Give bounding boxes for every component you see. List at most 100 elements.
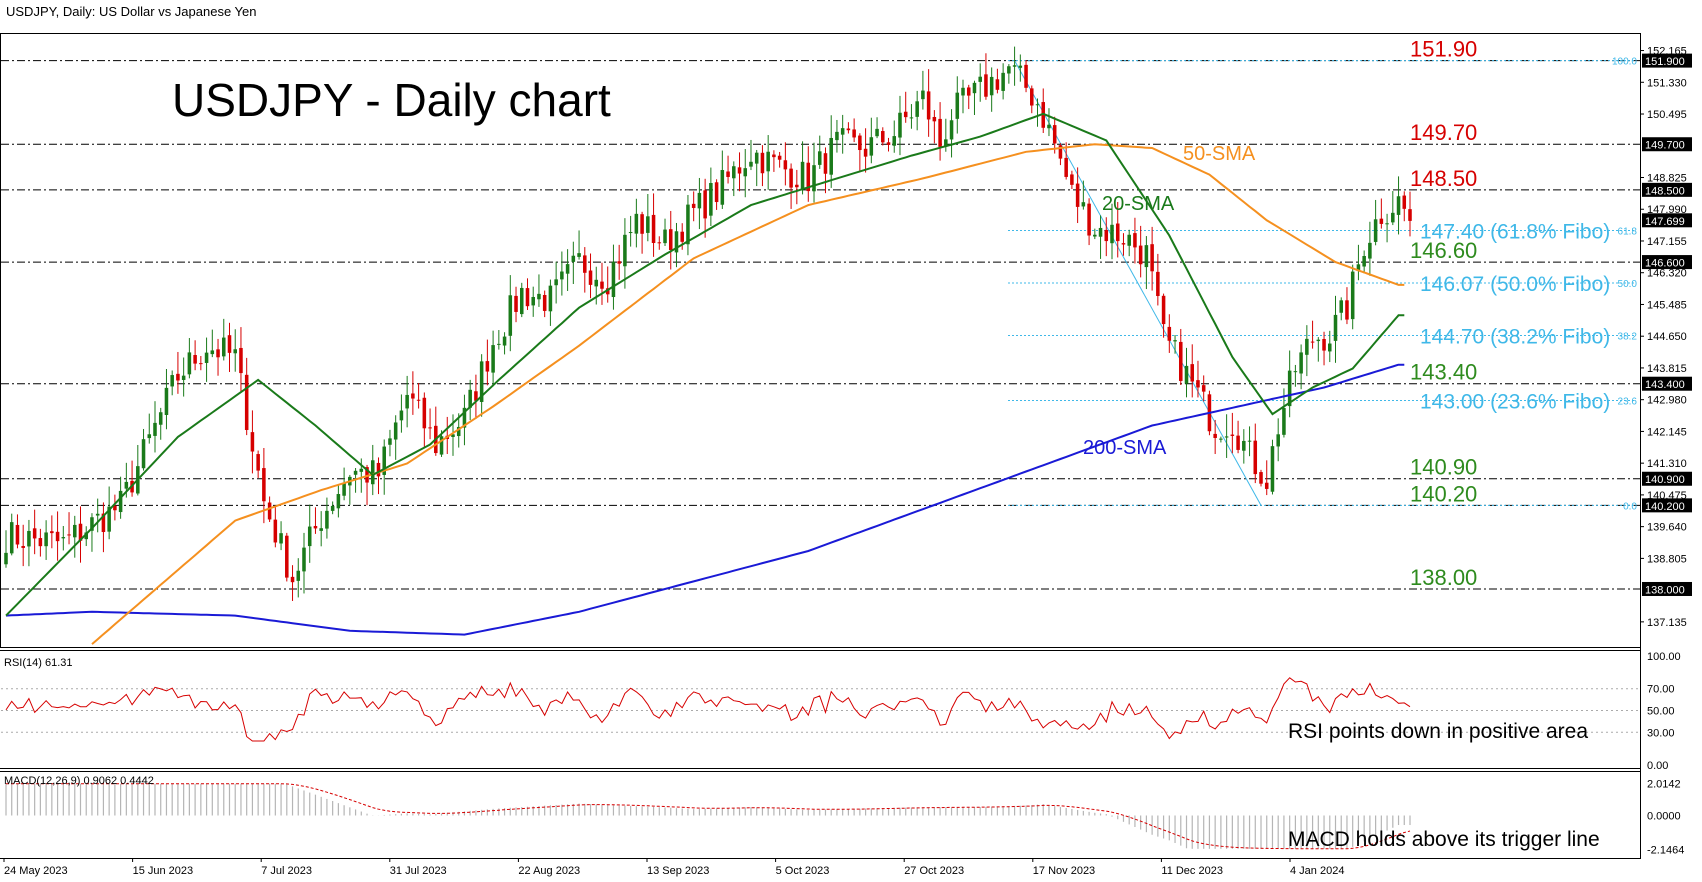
candle-body: [1156, 271, 1160, 297]
candle-body: [313, 525, 318, 529]
candle-body: [38, 538, 43, 547]
price-tick-label: 148.825: [1647, 172, 1687, 184]
candle-body: [193, 355, 197, 364]
candle-body: [737, 167, 742, 174]
candle-body: [1173, 340, 1177, 342]
fibo-tag: 50.0: [1618, 279, 1638, 290]
chart-title: USDJPY - Daily chart: [172, 74, 611, 126]
level-label: 143.40: [1410, 360, 1477, 385]
price-tick-label: 143.815: [1647, 363, 1687, 375]
candle-body: [657, 242, 662, 244]
macd-panel: 2.0142 0.0000 -2.1464 MACD(12,26,9) 0.9062 …: [4, 775, 1684, 857]
time-axis-labels: 24 May 2023 15 Jun 2023 7 Jul 2023 31 Jul 2…: [3, 858, 1344, 877]
candle-body: [989, 76, 994, 96]
fibonacci-levels: 100.0 61.8 147.40 (61.8% Fibo) 50.0 146.07 (…: [1008, 57, 1638, 512]
macd-tick-label: 0.0000: [1647, 811, 1681, 823]
candle-body: [938, 118, 942, 147]
level-label: 151.90: [1410, 37, 1477, 62]
candle-body: [1144, 245, 1149, 268]
candle-body: [651, 214, 656, 244]
candle-body: [204, 352, 209, 363]
candle-body: [1018, 65, 1023, 68]
candle-body: [1287, 370, 1292, 407]
candle-body: [479, 361, 484, 402]
price-tick-label: 142.980: [1647, 395, 1687, 407]
candle-body: [244, 374, 249, 430]
candle-body: [1350, 271, 1355, 320]
candle-body: [789, 168, 793, 188]
candle-body: [1408, 209, 1412, 221]
level-label: 140.20: [1410, 481, 1477, 506]
candle-body: [955, 92, 960, 119]
candle-body: [1012, 65, 1017, 67]
candle-body: [646, 216, 650, 233]
candle-body: [926, 91, 931, 120]
candle-body: [525, 288, 530, 307]
candle-body: [1368, 242, 1372, 259]
candle-body: [898, 112, 902, 138]
candle-body: [1075, 183, 1080, 207]
candle-body: [44, 532, 48, 547]
rsi-line: [5, 677, 1411, 742]
candle-body: [577, 253, 581, 257]
fibo-tag: 100.0: [1612, 57, 1637, 68]
sma20-label: 20-SMA: [1102, 193, 1175, 215]
candle-body: [1391, 212, 1395, 223]
candle-body: [170, 375, 174, 387]
candle-body: [118, 490, 123, 513]
sma20-line: [5, 112, 1405, 617]
candle-body: [405, 394, 409, 409]
candle-body: [840, 128, 845, 135]
candle-body: [514, 295, 518, 312]
level-price-box-label: 140.900: [1645, 474, 1685, 486]
time-tick-label: 5 Oct 2023: [776, 865, 830, 877]
price-tick-label: 151.330: [1647, 77, 1687, 89]
candle-body: [949, 120, 954, 140]
candle-body: [199, 363, 203, 365]
candle-body: [691, 203, 696, 208]
candle-body: [537, 293, 541, 300]
candle-body: [296, 570, 301, 581]
candle-body: [153, 422, 157, 436]
candle-body: [944, 139, 948, 147]
candle-body: [519, 287, 524, 315]
fibo-label: 144.70 (38.2% Fibo): [1420, 325, 1610, 348]
candle-body: [15, 524, 20, 545]
candle-body: [668, 229, 673, 251]
candle-body: [416, 399, 421, 401]
level-price-box-label: 148.500: [1645, 185, 1685, 197]
price-axis-labels: 152.165 151.330 150.495 148.825 147.990 147.1…: [1640, 46, 1692, 629]
candle-body: [497, 343, 501, 345]
candle-body: [1242, 440, 1246, 451]
candle-body: [995, 79, 1000, 90]
candle-body: [863, 148, 868, 157]
candle-body: [382, 446, 386, 475]
candle-body: [617, 261, 621, 264]
time-tick-label: 15 Jun 2023: [133, 865, 194, 877]
level-price-box-label: 138.000: [1645, 584, 1685, 596]
time-tick-label: 24 May 2023: [4, 865, 68, 877]
candle-body: [342, 482, 346, 496]
candle-body: [1098, 227, 1103, 237]
candle-body: [1259, 472, 1263, 484]
candle-body: [795, 184, 799, 188]
candle-body: [90, 517, 94, 531]
candle-body: [674, 231, 679, 253]
candle-body: [1264, 482, 1269, 489]
candle-body: [903, 111, 908, 118]
level-price-box: [1642, 376, 1692, 391]
candle-body: [124, 481, 129, 489]
candle-body: [267, 502, 272, 520]
candle-body: [972, 82, 977, 94]
candle-body: [1379, 218, 1384, 224]
fibo-tag: 23.6: [1618, 396, 1638, 407]
candle-body: [1356, 264, 1361, 271]
candle-body: [1087, 203, 1091, 236]
candle-body: [233, 349, 237, 354]
candle-body: [829, 137, 833, 175]
level-label: 138.00: [1410, 565, 1477, 590]
candle-body: [554, 279, 558, 286]
price-tick-label: 150.495: [1647, 109, 1687, 121]
candle-body: [680, 231, 684, 242]
